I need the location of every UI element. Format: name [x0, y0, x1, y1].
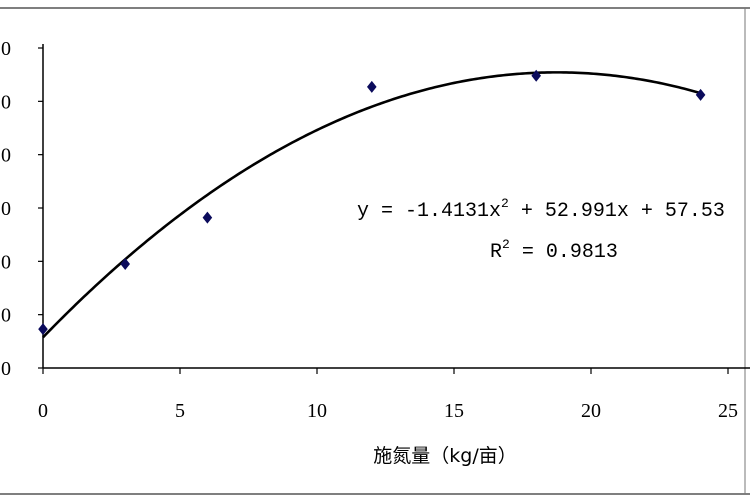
data-point [202, 211, 213, 224]
data-point [695, 88, 706, 101]
x-tick-label: 25 [718, 400, 738, 422]
data-point [120, 258, 130, 270]
r-squared-label: R2 = 0.9813 [490, 237, 618, 264]
x-axis-label: 施氮量（kg/亩） [373, 445, 516, 467]
data-point [367, 80, 377, 93]
x-tick-label: 10 [307, 400, 327, 422]
y-tick-label: 0 [1, 91, 11, 113]
data-point [531, 69, 541, 82]
trendline-equation: y = -1.4131x2 + 52.991x + 57.53 [357, 196, 725, 223]
y-tick-label: 0 [1, 305, 11, 327]
trendline-curve [42, 71, 701, 339]
x-tick-label: 5 [175, 400, 185, 422]
axes: 0 5 10 15 20 25 0 0 0 0 0 0 0 [1, 38, 750, 422]
data-points [38, 69, 706, 336]
y-tick-label: 0 [1, 198, 11, 220]
y-tick-label: 0 [1, 251, 11, 273]
trendline-group [42, 71, 701, 339]
x-tick-label: 0 [38, 400, 48, 422]
y-tick-label: 0 [1, 358, 11, 380]
x-tick-label: 15 [444, 400, 464, 422]
y-tick-label: 0 [1, 38, 11, 60]
data-point [38, 323, 48, 336]
x-tick-label: 20 [581, 400, 601, 422]
y-tick-label: 0 [1, 145, 11, 167]
